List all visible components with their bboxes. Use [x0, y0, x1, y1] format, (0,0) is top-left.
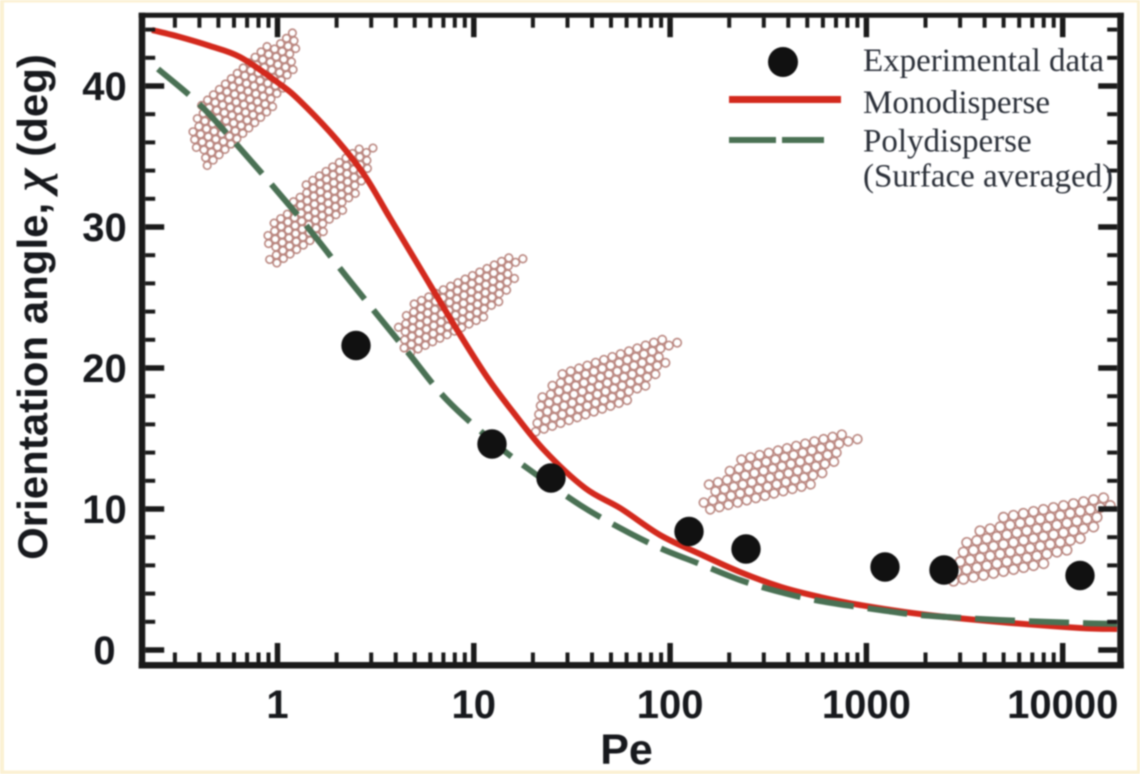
svg-text:10: 10 — [452, 683, 497, 727]
svg-text:10000: 10000 — [1007, 683, 1118, 727]
svg-text:20: 20 — [82, 347, 127, 391]
svg-text:1: 1 — [266, 683, 288, 727]
svg-text:Polydisperse: Polydisperse — [863, 124, 1032, 160]
svg-text:100: 100 — [637, 683, 704, 727]
svg-text:Pe: Pe — [600, 726, 653, 774]
svg-text:(Surface averaged): (Surface averaged) — [863, 159, 1113, 195]
svg-text:Monodisperse: Monodisperse — [863, 85, 1050, 121]
svg-text:1000: 1000 — [822, 683, 911, 727]
svg-text:10: 10 — [82, 488, 127, 532]
svg-text:30: 30 — [82, 206, 127, 250]
svg-text:Experimental data: Experimental data — [863, 43, 1104, 79]
svg-text:0: 0 — [93, 629, 115, 673]
svg-text:Orientation angle, χ (deg): Orientation angle, χ (deg) — [3, 54, 58, 560]
svg-text:40: 40 — [82, 65, 127, 109]
